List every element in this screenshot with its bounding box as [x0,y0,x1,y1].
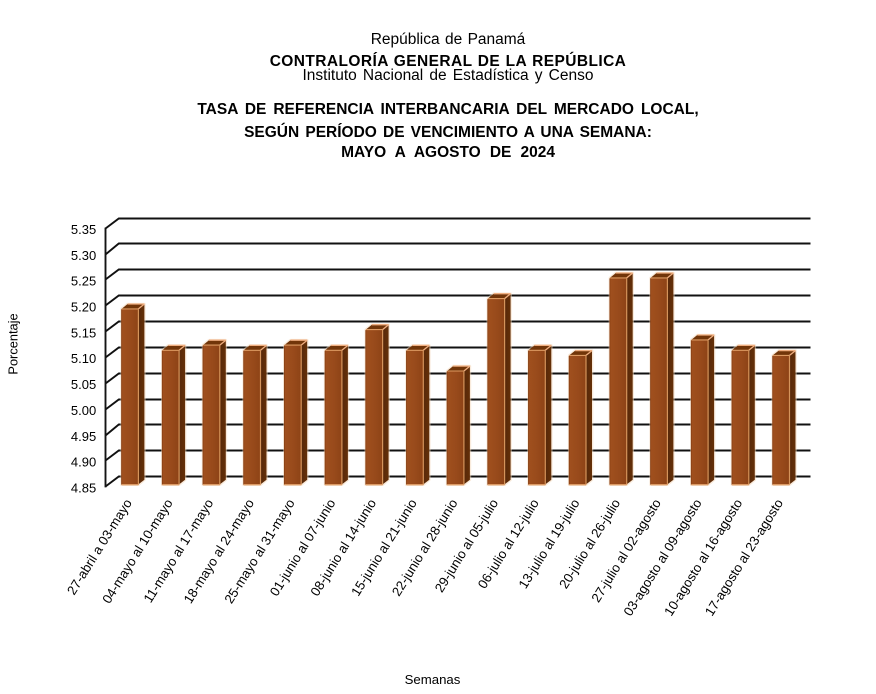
svg-text:5.35: 5.35 [71,222,96,237]
svg-text:5.25: 5.25 [71,274,96,289]
svg-text:4.85: 4.85 [71,481,96,496]
svg-text:5.20: 5.20 [71,300,96,315]
svg-text:4.90: 4.90 [71,455,96,470]
svg-text:5.15: 5.15 [71,325,96,340]
svg-text:5.00: 5.00 [71,403,96,418]
svg-text:4.95: 4.95 [71,429,96,444]
svg-text:5.10: 5.10 [71,351,96,366]
svg-text:Porcentaje: Porcentaje [6,313,21,374]
svg-text:5.30: 5.30 [71,248,96,263]
svg-text:Semanas: Semanas [405,672,461,687]
svg-text:5.05: 5.05 [71,377,96,392]
